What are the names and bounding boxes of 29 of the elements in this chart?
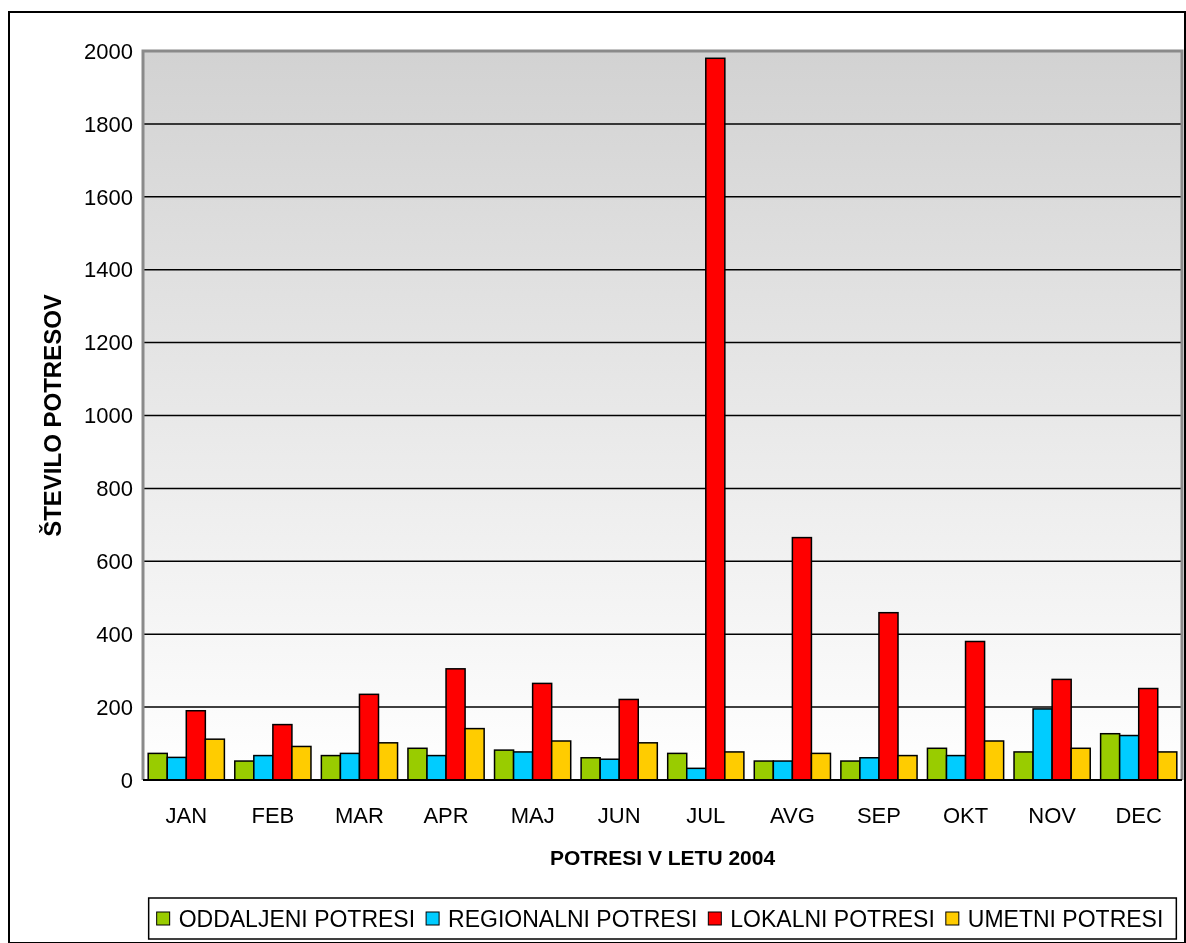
x-tick-label: DEC [1115, 803, 1163, 828]
x-axis-title: POTRESI V LETU 2004 [549, 846, 776, 869]
x-tick-label: JAN [165, 803, 208, 828]
legend-label: LOKALNI POTRESI [730, 906, 935, 933]
x-tick-label: AVG [769, 803, 815, 828]
y-tick-label: 1200 [84, 330, 133, 356]
y-axis-title: ŠTEVILO POTRESOV [39, 294, 67, 537]
y-tick-label: 600 [96, 549, 133, 574]
y-tick-label: 1600 [84, 184, 133, 210]
legend-label: UMETNI POTRESI [967, 906, 1164, 933]
x-tick-label: MAR [335, 803, 384, 828]
x-tick-label: JUN [597, 803, 641, 828]
y-tick-label: 400 [96, 621, 133, 647]
x-tick-label: JUL [686, 803, 726, 828]
x-tick-label: FEB [251, 803, 295, 828]
legend-label: ODDALJENI POTRESI [178, 906, 416, 933]
x-tick-label: SEP [856, 803, 901, 828]
x-tick-label: NOV [1028, 803, 1077, 828]
y-tick-label: 2000 [84, 38, 133, 64]
y-tick-label: 0 [120, 767, 133, 793]
y-tick-label: 1800 [84, 111, 133, 137]
y-tick-label: 800 [96, 476, 133, 502]
y-tick-label: 200 [96, 694, 133, 720]
y-tick-label: 1400 [84, 257, 133, 283]
x-tick-label: MAJ [510, 803, 555, 828]
y-tick-label: 1000 [84, 403, 133, 429]
legend-label: REGIONALNI POTRESI [448, 906, 698, 933]
x-tick-label: OKT [942, 803, 989, 828]
x-tick-label: APR [423, 803, 469, 828]
